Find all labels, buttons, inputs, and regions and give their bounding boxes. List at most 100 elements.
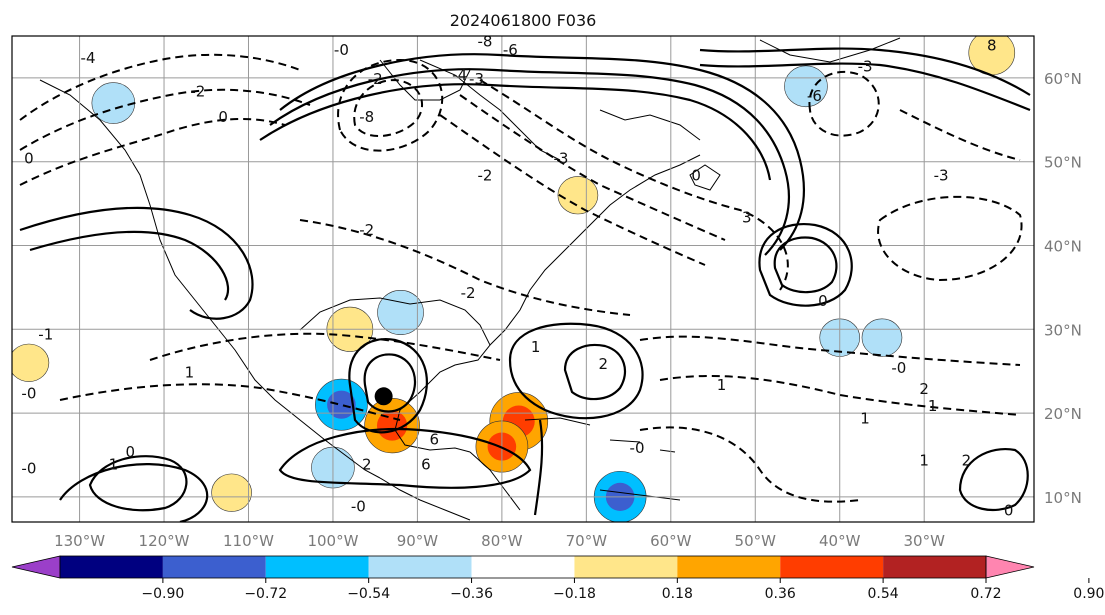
contour-dashed-east-2 — [659, 374, 1021, 416]
contour-label-24: 2 — [919, 380, 929, 398]
coastline-gulf-of-mexico — [299, 297, 491, 453]
colorbar-tick-label-9: 0.72 — [970, 586, 1001, 602]
lat-tick-label-6: 60°N — [1044, 70, 1082, 88]
contour-solid-jet-5 — [699, 62, 1031, 112]
contour-solid-ridge-west-1 — [19, 206, 254, 320]
contour-solid-jet-2 — [269, 68, 790, 256]
colorbar-tick-label-4: −0.36 — [450, 586, 493, 602]
colorbar-segment-2 — [162, 556, 266, 578]
contour-label-32: -0 — [21, 384, 36, 402]
longitude-tick-labels: 130°W 120°W 110°W 100°W 90°W 80°W 70°W 60°W 50°W… — [54, 532, 945, 550]
contour-label-21: -3 — [934, 166, 949, 184]
shaded-region-12 — [557, 176, 599, 215]
contour-solid-atlantic-high-2 — [773, 236, 838, 294]
contour-label-10: -4 — [452, 66, 467, 84]
contour-label-1: -4 — [81, 49, 96, 67]
contour-label-34: -0 — [21, 460, 36, 478]
contour-solid-jet-4 — [699, 47, 1031, 96]
coastline-central-america — [379, 451, 521, 521]
colorbar-tick-label-5: −0.18 — [553, 586, 596, 602]
lon-tick-label-9: 50°W — [735, 532, 777, 550]
colorbar-tick-label-7: 0.36 — [765, 586, 796, 602]
contour-label-27: 1 — [860, 409, 870, 427]
contour-dashed-trough-1 — [479, 79, 789, 291]
contour-label-36: 0 — [125, 443, 135, 461]
map-frame — [11, 35, 1035, 523]
shaded-region-10 — [784, 65, 828, 108]
lon-tick-label-6: 80°W — [481, 532, 523, 550]
contour-label-17: 0 — [691, 166, 701, 184]
contour-solid-jet-1 — [279, 53, 806, 251]
shaded-region-14 — [861, 318, 903, 357]
contour-labels: -4-200-0-2-8-8 -6-4 -3-3-2-2-230-6-38-30-0… — [21, 32, 1014, 520]
contour-label-35: 1 — [109, 456, 119, 474]
contour-label-8: -8 — [478, 32, 493, 50]
lon-tick-label-3: 110°W — [223, 532, 274, 550]
shaded-region-core-4 — [327, 390, 356, 419]
contour-label-28: -0 — [630, 439, 645, 457]
contour-solid-jet-3 — [259, 83, 772, 181]
contour-label-43: 0 — [1004, 502, 1014, 520]
colorbar-segment-7 — [677, 556, 781, 578]
lon-tick-label-2: 120°W — [139, 532, 190, 550]
gridlines — [12, 36, 1034, 522]
lon-tick-label-8: 60°W — [650, 532, 692, 550]
lon-tick-label-10: 40°W — [819, 532, 861, 550]
colorbar-tick-label-1: −0.90 — [141, 586, 184, 602]
colorbar-segment-8 — [780, 556, 884, 578]
chart-title: 2024061800 F036 — [450, 11, 597, 30]
contour-dashed-trough-3 — [439, 114, 706, 266]
contour-dashed-south-1 — [149, 332, 501, 361]
contour-solid-caribbean-cell-2 — [563, 343, 627, 401]
contour-label-37: 2 — [362, 456, 372, 474]
contour-label-7: -8 — [359, 108, 374, 126]
lat-tick-label-5: 50°N — [1044, 154, 1082, 172]
lat-tick-label-4: 40°N — [1044, 237, 1082, 255]
contour-solid-ridge-west-2 — [29, 230, 230, 301]
coastline-newfoundland — [689, 164, 721, 191]
contour-layer — [19, 47, 1031, 522]
contour-solid-atlantic-high-1 — [758, 223, 853, 307]
colorbar-tick-label-6: 0.18 — [662, 586, 693, 602]
contour-label-15: -2 — [461, 284, 476, 302]
colorbar-segment-4 — [368, 556, 472, 578]
contour-dashed-atlantic-ring — [877, 195, 1023, 282]
contour-label-14: -2 — [359, 221, 374, 239]
contour-dashed-northwest-1 — [19, 53, 301, 121]
contour-dashed-east-1 — [639, 335, 1021, 366]
contour-dashed-trough-2 — [459, 94, 726, 241]
contour-label-29: 1 — [531, 338, 541, 356]
contour-label-11: -3 — [469, 70, 484, 88]
lat-tick-label-3: 30°N — [1044, 321, 1082, 339]
colorbar-tick-label-3: −0.54 — [347, 586, 390, 602]
contour-dashed-south-2 — [59, 383, 401, 421]
contour-solid-gulf-cell-1 — [348, 338, 428, 434]
contour-dashed-greenland-low — [808, 70, 880, 137]
lon-tick-label-5: 90°W — [397, 532, 439, 550]
contour-label-6: -2 — [368, 70, 383, 88]
contour-solid-east-cell — [958, 447, 1029, 512]
lon-tick-label-1: 130°W — [54, 532, 105, 550]
contour-label-42: 2 — [962, 451, 972, 469]
coastline-north-america-west — [39, 79, 381, 479]
colorbar-tick-label-8: 0.54 — [868, 586, 899, 602]
colorbar: −0.90 −0.72 −0.54 −0.36 −0.18 0.18 0.36 0.54 0.7… — [11, 555, 1104, 602]
lat-tick-label-1: 10°N — [1044, 489, 1082, 507]
contour-label-30: 2 — [598, 355, 608, 373]
contour-label-16: 3 — [742, 208, 752, 226]
contour-solid-pacific-cell-2 — [88, 455, 188, 512]
colorbar-segment-9 — [883, 556, 986, 578]
colorbar-frame — [59, 555, 987, 579]
lon-tick-label-4: 100°W — [307, 532, 358, 550]
contour-label-33: -1 — [38, 326, 53, 344]
contour-dashed-northwest-3 — [19, 118, 286, 186]
storm-center-marker — [374, 387, 393, 406]
contour-solid-pacific-cell-1 — [278, 427, 532, 489]
contour-label-23: -0 — [891, 359, 906, 377]
contour-label-22: 0 — [818, 292, 828, 310]
contour-dashed-northeast — [899, 109, 1021, 161]
contour-label-25: 1 — [928, 397, 938, 415]
contour-solid-gulf-cell-2 — [363, 353, 417, 413]
contour-solid-central-trough — [533, 419, 544, 516]
